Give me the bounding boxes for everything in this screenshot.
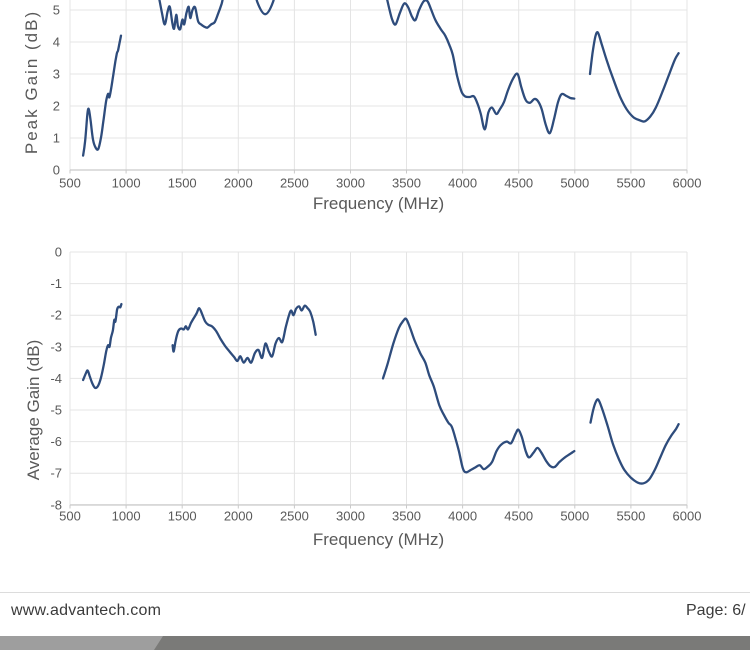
footer-divider (0, 592, 750, 593)
tick-labels: 500 1000 1500 2000 2500 3000 3500 4000 4500 5000 5… (50, 245, 701, 524)
x-tick-label: 4000 (448, 509, 477, 524)
y-tick-label: -1 (50, 276, 62, 291)
x-tick-label: 1500 (168, 509, 197, 524)
gridlines (69, 0, 688, 171)
x-tick-label: 6000 (673, 176, 702, 191)
x-tick-label: 500 (59, 176, 81, 191)
y-tick-label: 5 (53, 3, 60, 18)
x-axis-title: Frequency (MHz) (313, 530, 444, 549)
y-tick-label: -2 (50, 308, 62, 323)
x-tick-label: 1000 (112, 176, 141, 191)
x-tick-label: 4500 (504, 509, 533, 524)
x-axis-line (69, 169, 688, 174)
bottom-bar (0, 636, 750, 650)
x-axis-title: Frequency (MHz) (313, 194, 444, 213)
peak-gain-chart-svg: 500 1000 1500 2000 2500 3000 3500 4000 4500 5000 5… (22, 0, 702, 213)
x-tick-label: 2000 (224, 176, 253, 191)
y-tick-label: 0 (53, 163, 60, 178)
y-tick-label: -5 (50, 403, 62, 418)
y-tick-label: 2 (53, 99, 60, 114)
series-line-peak-gain (81, 0, 680, 157)
website-link[interactable]: www.advantech.com (11, 602, 162, 619)
series-line-average-gain (81, 302, 680, 485)
x-tick-label: 2500 (280, 176, 309, 191)
x-tick-label: 6000 (673, 509, 702, 524)
x-tick-label: 1000 (112, 509, 141, 524)
y-tick-label: -7 (50, 466, 62, 481)
y-tick-label: -4 (50, 371, 62, 386)
x-tick-label: 3500 (392, 176, 421, 191)
x-tick-label: 3000 (336, 176, 365, 191)
x-tick-label: 5500 (616, 176, 645, 191)
y-tick-label: -3 (50, 339, 62, 354)
y-axis-title: Average Gain (dB) (24, 340, 43, 480)
y-tick-label: 0 (55, 245, 62, 260)
y-tick-label: -8 (50, 497, 62, 512)
x-tick-label: 2000 (224, 509, 253, 524)
average-gain-chart-svg: 500 1000 1500 2000 2500 3000 3500 4000 4500 5000 5… (24, 245, 701, 550)
x-tick-label: 5000 (560, 176, 589, 191)
x-tick-label: 3500 (392, 509, 421, 524)
x-tick-label: 5500 (616, 509, 645, 524)
x-tick-label: 1500 (168, 176, 197, 191)
y-tick-label: 4 (53, 35, 60, 50)
bottom-bar-dark-segment (154, 636, 750, 650)
x-tick-label: 500 (59, 509, 81, 524)
y-axis-title: Peak Gain (dB) (22, 10, 41, 154)
x-tick-label: 4500 (504, 176, 533, 191)
x-tick-label: 4000 (448, 176, 477, 191)
x-tick-label: 2500 (280, 509, 309, 524)
gridlines (69, 251, 688, 506)
x-tick-label: 3000 (336, 509, 365, 524)
x-axis-line (69, 504, 688, 509)
page-number-label: Page: 6/ (686, 602, 746, 619)
y-tick-label: 3 (53, 67, 60, 82)
tick-labels: 500 1000 1500 2000 2500 3000 3500 4000 4500 5000 5… (53, 3, 702, 191)
y-tick-label: 1 (53, 131, 60, 146)
x-tick-label: 5000 (560, 509, 589, 524)
y-tick-label: -6 (50, 434, 62, 449)
